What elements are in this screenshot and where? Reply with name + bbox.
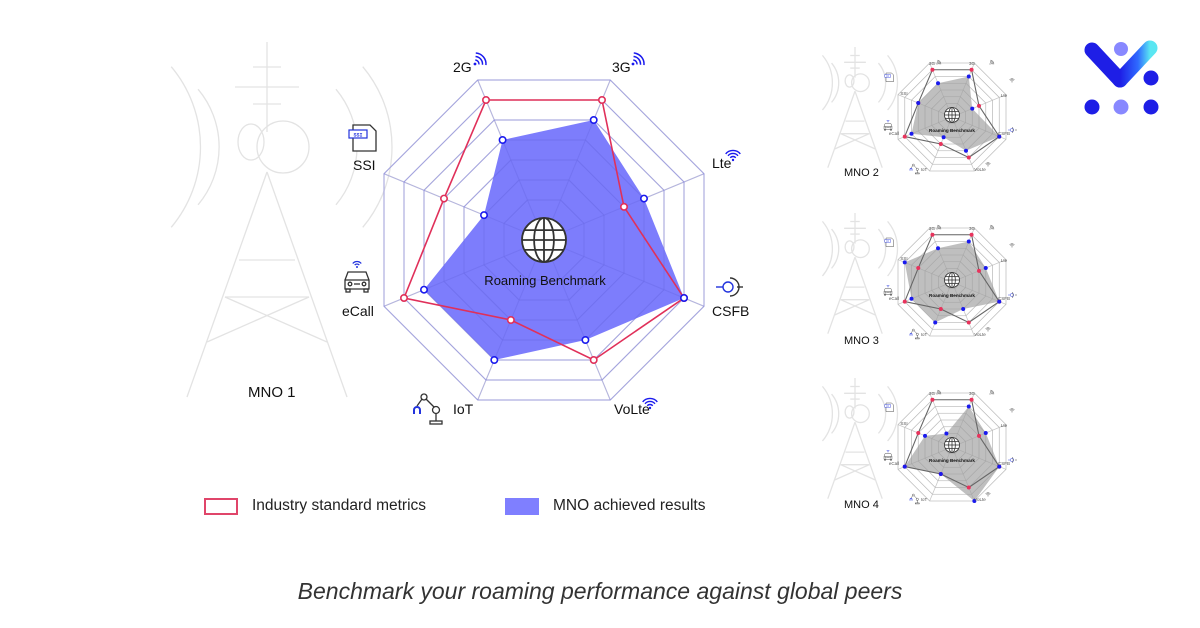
axis-label-iot: IoT (453, 401, 474, 417)
legend-label-industry: Industry standard metrics (252, 497, 427, 514)
signal-icon (631, 52, 645, 66)
globe-icon (944, 107, 960, 123)
operator-label-mno3: MNO 3 (844, 335, 879, 347)
car-icon (883, 285, 893, 296)
signal-icon (473, 52, 487, 66)
svg-text:SSI: SSI (353, 132, 362, 138)
mini-radar-chart: Roaming Benchmark 2G 3G Lte CSFB VoLte IoT eCal… (889, 391, 1010, 503)
car-icon (344, 260, 370, 293)
svg-text:eCall: eCall (889, 131, 899, 136)
car-icon (883, 120, 893, 131)
wifi-icon (985, 327, 991, 332)
interface-icon (1008, 126, 1017, 134)
robot-arm-icon (909, 493, 920, 505)
svg-text:IoT: IoT (921, 167, 928, 172)
svg-text:CSFB: CSFB (998, 296, 1010, 301)
svg-text:Roaming Benchmark: Roaming Benchmark (929, 293, 975, 298)
ssi-document-icon: SSI (884, 237, 894, 247)
ssi-document-icon: SSI (348, 124, 377, 152)
wifi-icon (725, 149, 741, 162)
svg-text:eCall: eCall (889, 461, 899, 466)
mini-radar-chart: Roaming Benchmark 2G 3G Lte CSFB VoLte IoT eCal… (889, 226, 1010, 337)
globe-icon (944, 272, 960, 288)
svg-text:3G: 3G (969, 61, 976, 66)
svg-text:Lte: Lte (1001, 423, 1008, 428)
svg-text:3G: 3G (969, 391, 976, 396)
signal-icon (936, 59, 942, 65)
signal-icon (989, 224, 995, 230)
svg-text:SSI: SSI (900, 256, 907, 261)
svg-text:VoLte: VoLte (974, 167, 986, 172)
svg-text:SSI: SSI (886, 241, 889, 243)
legend-mno: MNO achieved results (505, 497, 705, 515)
tagline: Benchmark your roaming performance again… (297, 578, 903, 604)
signal-icon (989, 389, 995, 395)
svg-text:SSI: SSI (900, 421, 907, 426)
tower-illustrations (170, 42, 899, 499)
svg-text:2G: 2G (929, 391, 936, 396)
svg-text:Lte: Lte (1001, 93, 1008, 98)
chart-center-title: Roaming Benchmark (484, 273, 606, 288)
signal-icon (989, 59, 995, 65)
wifi-icon (642, 397, 658, 410)
axis-label-volte: VoLte (614, 401, 650, 417)
interface-icon (1008, 456, 1017, 464)
operator-label-mno1: MNO 1 (248, 384, 296, 401)
wifi-icon (1009, 243, 1015, 248)
legend-swatch-industry (204, 497, 238, 515)
axis-label-2g: 2G (453, 59, 472, 75)
legend-swatch-mno (505, 497, 539, 515)
wifi-icon (985, 162, 991, 167)
axis-label-ecall: eCall (342, 303, 374, 319)
ssi-document-icon: SSI (884, 402, 894, 412)
mini-radar-chart: Roaming Benchmark 2G 3G Lte CSFB VoLte IoT eCal… (889, 61, 1010, 172)
svg-text:Lte: Lte (1001, 258, 1008, 263)
robot-arm-icon (909, 163, 920, 175)
legend-label-mno: MNO achieved results (553, 497, 706, 514)
axis-label-csfb: CSFB (712, 303, 750, 319)
car-icon (883, 450, 893, 461)
interface-icon (716, 277, 743, 297)
wifi-icon (1009, 78, 1015, 83)
wifi-icon (985, 492, 991, 497)
svg-text:SSI: SSI (900, 91, 907, 96)
svg-text:CSFB: CSFB (998, 461, 1010, 466)
axis-label-3g: 3G (612, 59, 631, 75)
svg-text:VoLte: VoLte (974, 497, 986, 502)
svg-text:SSI: SSI (886, 406, 889, 408)
operator-label-mno2: MNO 2 (844, 167, 879, 179)
main-radar-chart (383, 79, 705, 401)
ssi-document-icon: SSI (884, 72, 894, 82)
signal-icon (936, 389, 942, 395)
operator-label-mno4: MNO 4 (844, 499, 879, 511)
signal-icon (936, 224, 942, 230)
axis-label-ssi: SSI (353, 157, 376, 173)
svg-text:3G: 3G (969, 226, 976, 231)
svg-text:SSI: SSI (886, 76, 889, 78)
svg-text:2G: 2G (929, 61, 936, 66)
robot-arm-icon (413, 393, 443, 425)
svg-text:Roaming Benchmark: Roaming Benchmark (929, 128, 975, 133)
svg-text:VoLte: VoLte (974, 332, 986, 337)
wifi-icon (1009, 408, 1015, 413)
interface-icon (1008, 291, 1017, 299)
svg-text:IoT: IoT (921, 497, 928, 502)
robot-arm-icon (909, 328, 920, 340)
legend-industry: Industry standard metrics (204, 497, 426, 515)
globe-icon (944, 437, 960, 453)
svg-text:CSFB: CSFB (998, 131, 1010, 136)
svg-text:IoT: IoT (921, 332, 928, 337)
svg-text:Roaming Benchmark: Roaming Benchmark (929, 458, 975, 463)
svg-text:eCall: eCall (889, 296, 899, 301)
globe-icon (521, 217, 567, 263)
axis-label-lte: Lte (712, 155, 732, 171)
svg-text:2G: 2G (929, 226, 936, 231)
